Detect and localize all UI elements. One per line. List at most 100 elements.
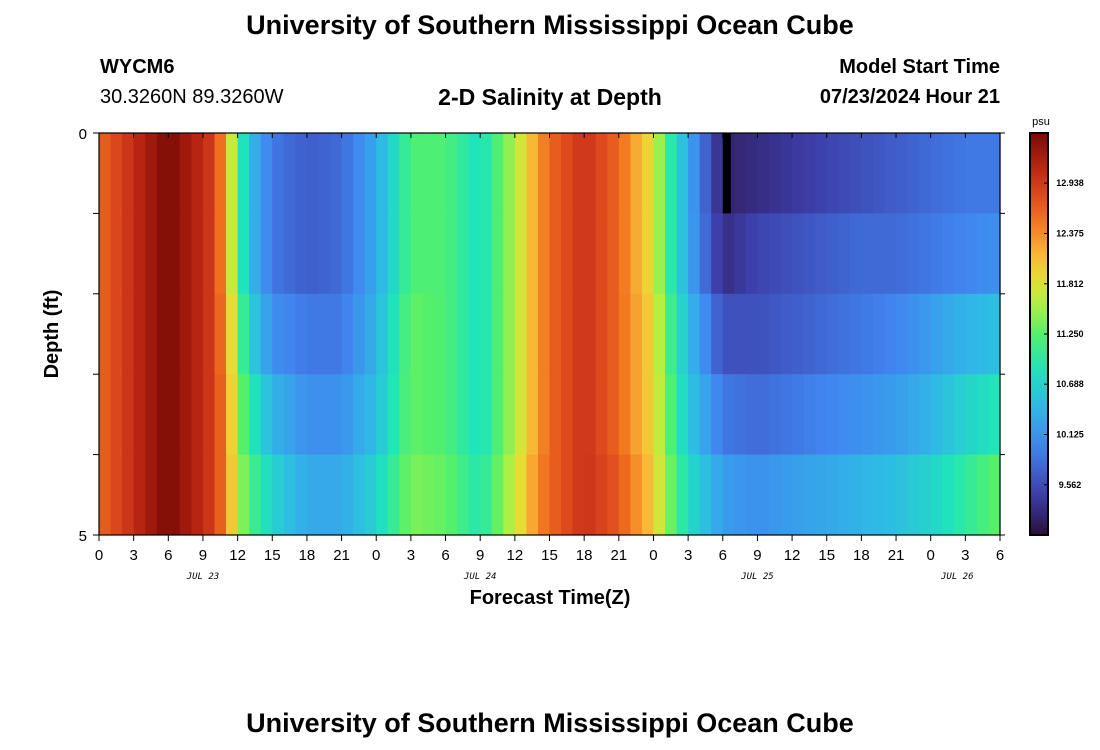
heatmap-cell [988, 133, 1001, 214]
x-tick-label: 15 [541, 547, 558, 564]
heatmap-cell [803, 374, 816, 455]
heatmap-cell [226, 293, 239, 375]
heatmap-cell [272, 133, 285, 214]
heatmap-cell [976, 293, 990, 375]
x-tick-label: 3 [407, 547, 415, 564]
y-axis-title: Depth (ft) [41, 290, 63, 379]
heatmap-cell [537, 293, 551, 375]
x-tick-label: 18 [299, 547, 316, 564]
heatmap-cell [422, 133, 435, 214]
axes: 0 3 6 9 12 15 18 21 0 3 6 9 12 15 18 21 0 3 6 9 12 15 18 21 0 3 6 J… [41, 126, 1005, 609]
x-tick-label: 6 [441, 547, 449, 564]
heatmap-cell [676, 454, 689, 536]
heatmap-cell [976, 374, 990, 455]
heatmap-cell [595, 213, 608, 295]
x-tick-label: 12 [507, 547, 524, 564]
heatmap-cell [226, 213, 239, 295]
heatmap-cell [122, 293, 135, 375]
heatmap-cell [699, 454, 712, 536]
heatmap-cell [930, 133, 943, 214]
heatmap-cell [699, 293, 712, 375]
heatmap-cell [861, 454, 874, 536]
heatmap-cell [514, 213, 527, 295]
heatmap-cell [387, 293, 400, 375]
heatmap-cell [595, 374, 608, 455]
heatmap-cell [122, 374, 135, 455]
x-tick-label: 18 [853, 547, 870, 564]
heatmap-cell [699, 374, 712, 455]
heatmap-cell [907, 213, 920, 295]
x-axis-title: Forecast Time(Z) [470, 587, 631, 609]
heatmap-cell [110, 213, 123, 295]
heatmap-cell [826, 133, 839, 214]
heatmap-cell [953, 213, 966, 295]
heatmap-cell [260, 133, 273, 214]
x-tick-label: 6 [719, 547, 727, 564]
heatmap-cell [734, 133, 747, 214]
footer-title: University of Southern Mississippi Ocean… [246, 708, 854, 738]
heatmap-cell [653, 133, 666, 214]
heatmap-cell [457, 454, 470, 536]
heatmap-cell [399, 133, 412, 214]
heatmap-cell [965, 374, 978, 455]
heatmap-cell [168, 454, 181, 536]
heatmap-cell [387, 213, 400, 295]
heatmap-cell [745, 213, 759, 295]
heatmap-cell [572, 454, 585, 536]
heatmap-cell [156, 374, 169, 455]
heatmap-cell [99, 133, 112, 214]
heatmap-cell [283, 374, 296, 455]
heatmap-cell [295, 213, 308, 295]
heatmap-cell [191, 213, 204, 295]
heatmap-cell [872, 374, 886, 455]
heatmap-cell [387, 374, 400, 455]
heatmap-cell [630, 133, 643, 214]
heatmap-cell [896, 374, 909, 455]
heatmap-cell [110, 293, 123, 375]
heatmap-cell [861, 133, 874, 214]
heatmap-cell [630, 454, 643, 536]
heatmap-cell [399, 293, 412, 375]
heatmap-cell [503, 293, 516, 375]
heatmap-cell [537, 133, 551, 214]
heatmap-cell [976, 213, 990, 295]
heatmap-cell [491, 454, 504, 536]
heatmap-cell [330, 374, 343, 455]
heatmap-cell [572, 293, 585, 375]
heatmap-cell [965, 133, 978, 214]
heatmap-cell [503, 213, 516, 295]
heatmap-cell [780, 374, 793, 455]
heatmap-cell [330, 454, 343, 536]
heatmap-cell [849, 213, 862, 295]
date-label: JUL 26 [940, 572, 974, 582]
heatmap-cell [445, 374, 458, 455]
heatmap-cell [318, 293, 331, 375]
heatmap-cell [330, 293, 343, 375]
heatmap-cell [480, 374, 493, 455]
heatmap-cell [249, 133, 262, 214]
heatmap-cell [919, 374, 932, 455]
heatmap-cell-blackout [722, 133, 731, 214]
heatmap-cell [214, 133, 227, 214]
x-tick-label: 6 [996, 547, 1004, 564]
heatmap-cell [768, 454, 782, 536]
heatmap-cell [410, 133, 424, 214]
heatmap-cell [942, 454, 955, 536]
heatmap-cell [757, 454, 770, 536]
heatmap-cell [249, 293, 262, 375]
heatmap-cell [283, 293, 296, 375]
heatmap-cell [930, 213, 943, 295]
heatmap-cell [272, 213, 285, 295]
x-tick-label: 9 [753, 547, 761, 564]
heatmap-cell [480, 293, 493, 375]
heatmap-cell [630, 374, 643, 455]
heatmap-cell [953, 374, 966, 455]
heatmap-cell [156, 213, 169, 295]
heatmap-cell [745, 454, 759, 536]
heatmap-cell [641, 133, 655, 214]
heatmap-cell [376, 374, 389, 455]
heatmap-cell [295, 293, 308, 375]
colorbar-tick-label: 10.688 [1056, 379, 1084, 389]
heatmap-cell [688, 454, 701, 536]
colorbar-tick-label: 10.125 [1056, 430, 1084, 440]
